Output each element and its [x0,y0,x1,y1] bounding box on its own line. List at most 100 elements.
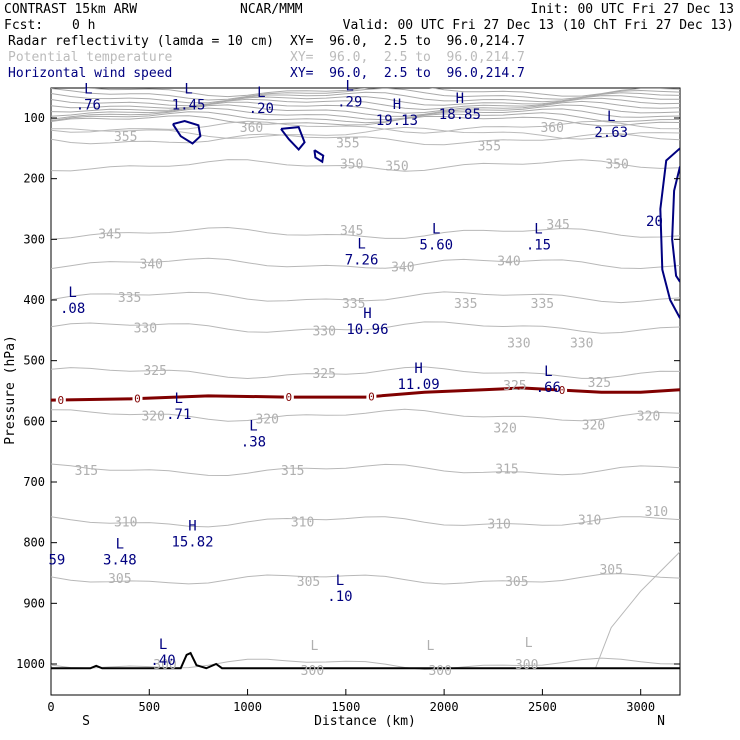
theta-label: 325 [503,379,526,394]
y-tick-label: 900 [23,596,45,610]
fcst-label: Fcst: [4,18,44,33]
y-tick-label: 400 [23,293,45,307]
theta-label: 310 [291,515,314,530]
theta-label: 340 [391,261,414,276]
valid-time: Valid: 00 UTC Fri 27 Dec 13 (10 ChT Fri … [342,18,734,33]
theta-label: 300 [301,664,324,679]
terrain-line [51,651,680,670]
theta-low-mark: L [525,636,533,651]
theta-label: 320 [141,409,164,424]
zero-label: 0 [368,391,375,404]
theta-contour [51,120,680,134]
y-tick-label: 100 [23,111,45,125]
wind-extremum-letter: H [456,91,464,107]
theta-label: 325 [588,376,611,391]
theta-label: 320 [255,412,278,427]
wind-extremum-value: 11.09 [397,377,439,393]
x-tick-label: 3000 [626,700,655,714]
y-tick-label: 500 [23,354,45,368]
theta-contour [51,257,680,270]
wind-extremum-value: .76 [76,98,101,114]
y-tick-label: 700 [23,475,45,489]
wind-extremum-value: .71 [166,407,191,423]
theta-dense-line [51,95,680,107]
wind-extremum-letter: H [393,97,401,113]
y-tick-label: 800 [23,536,45,550]
wind-extremum-letter: L [257,85,265,101]
theta-dense-line [51,97,680,111]
wind-extremum-value: 19.13 [376,113,418,129]
wind-extremum-value: .08 [60,301,85,317]
wind-extremum-letter: L [432,221,440,237]
wind-contour-label: 59 [48,553,65,569]
wind-speed-contour [671,166,680,283]
zero-label-bg [132,392,143,405]
wind-speed-contour [280,126,306,152]
theta-label: 320 [493,421,516,436]
wind-extremum-letter: L [607,109,615,125]
theta-label: 310 [578,514,601,529]
zero-label: 0 [134,393,141,406]
wind-extremum-value: 5.60 [419,237,453,253]
x-axis-label: Distance (km) [314,714,416,729]
theta-low-mark: L [426,639,434,654]
wind-extremum-value: .15 [526,237,551,253]
theta-contour [51,408,680,422]
theta-label: 325 [312,367,335,382]
x-end-label-left: S [82,714,90,729]
theta-label: 360 [240,121,263,136]
wind-extremum-value: .10 [327,589,352,605]
field-xy-theta: XY= 96.0, 2.5 to 96.0,214.7 [290,50,525,65]
zero-label: 0 [286,391,293,404]
theta-low-mark: L [310,639,318,654]
wind-speed-contour [659,147,680,319]
wind-extremum-letter: L [534,221,542,237]
x-tick-label: 1000 [233,700,262,714]
theta-label: 355 [114,130,137,145]
theta-label: 300 [153,658,176,673]
wind-extremum-value: .40 [150,653,175,669]
wind-extremum-letter: L [116,537,124,553]
center-title: NCAR/MMM [240,2,303,17]
theta-label: 330 [570,336,593,351]
x-tick-label: 2000 [430,700,459,714]
theta-contour [51,573,680,585]
zero-label-bg [55,393,66,406]
theta-label: 325 [143,364,166,379]
theta-label: 305 [108,572,131,587]
wind-extremum-letter: H [363,306,371,322]
wind-extremum-value: .66 [536,380,561,396]
wind-extremum-value: .38 [241,434,266,450]
x-tick-label: 0 [47,700,54,714]
wind-extremum-letter: L [336,573,344,589]
theta-label: 355 [478,139,501,154]
wind-extremum-value: 1.45 [172,98,206,114]
theta-label: 305 [505,575,528,590]
zero-label-bg [557,384,568,397]
theta-label: 310 [114,515,137,530]
theta-label: 300 [515,658,538,673]
model-title: CONTRAST 15km ARW [4,2,138,17]
theta-label: 305 [599,563,622,578]
x-tick-label: 500 [138,700,160,714]
y-tick-label: 200 [23,172,45,186]
theta-label: 330 [507,336,530,351]
theta-label: 320 [637,409,660,424]
theta-dense-line [51,104,680,117]
theta-contour [51,159,680,172]
wind-extremum-letter: L [175,391,183,407]
theta-label: 335 [454,297,477,312]
wind-speed-contour [313,149,325,164]
theta-label: 305 [297,575,320,590]
theta-label: 355 [336,136,359,151]
wind-extremum-value: 3.48 [103,553,137,569]
wind-extremum-value: 2.63 [594,125,628,141]
theta-contour [51,132,680,146]
wind-speed-contour [172,119,202,145]
wind-extremum-value: 10.96 [346,322,388,338]
x-tick-label: 1500 [331,700,360,714]
theta-label: 345 [546,218,569,233]
theta-label: 315 [495,463,518,478]
theta-contour-corner [595,551,680,669]
